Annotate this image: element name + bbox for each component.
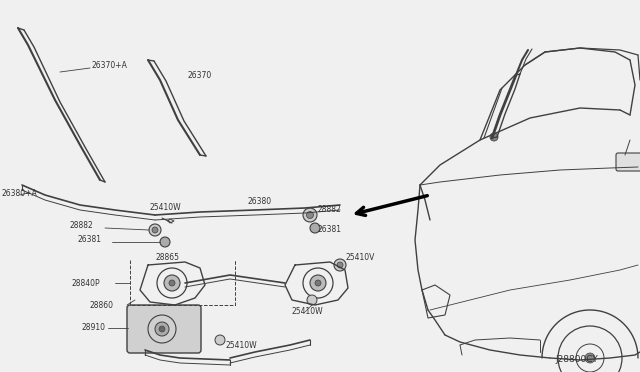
Text: 28882: 28882 [70, 221, 93, 230]
Circle shape [307, 212, 314, 218]
Text: 28860: 28860 [89, 301, 113, 310]
Circle shape [149, 224, 161, 236]
Circle shape [164, 275, 180, 291]
Text: J28800CY: J28800CY [555, 356, 598, 365]
Text: 26381: 26381 [78, 235, 102, 244]
Circle shape [160, 237, 170, 247]
Circle shape [585, 353, 595, 363]
FancyBboxPatch shape [127, 305, 201, 353]
Text: 25410W: 25410W [292, 308, 324, 317]
Circle shape [169, 280, 175, 286]
Text: 28865: 28865 [155, 253, 179, 262]
FancyBboxPatch shape [616, 153, 640, 171]
Circle shape [307, 295, 317, 305]
Circle shape [315, 280, 321, 286]
Circle shape [334, 259, 346, 271]
Circle shape [152, 227, 158, 233]
Text: 25410W: 25410W [225, 340, 257, 350]
Text: 28882: 28882 [318, 205, 342, 215]
Circle shape [155, 322, 169, 336]
Text: 26370: 26370 [188, 71, 212, 80]
Circle shape [215, 335, 225, 345]
Circle shape [303, 208, 317, 222]
Text: 26381: 26381 [318, 225, 342, 234]
Circle shape [310, 275, 326, 291]
Circle shape [337, 262, 343, 268]
Circle shape [310, 223, 320, 233]
Circle shape [159, 326, 165, 332]
Text: 28840P: 28840P [72, 279, 100, 288]
Text: 26370+A: 26370+A [92, 61, 128, 71]
Circle shape [490, 133, 498, 141]
Text: 25410W: 25410W [150, 202, 182, 212]
Text: 28910: 28910 [82, 324, 106, 333]
Text: 26380+A: 26380+A [2, 189, 38, 198]
Text: 25410V: 25410V [345, 253, 374, 263]
Text: 26380: 26380 [248, 198, 272, 206]
